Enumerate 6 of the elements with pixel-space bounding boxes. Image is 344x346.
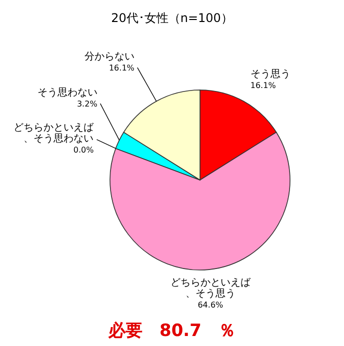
- chart-title: 20代･女性（n=100）: [111, 11, 233, 25]
- text: 必要 80.7 ％: [108, 321, 236, 341]
- slice-label: そう思わない: [37, 88, 98, 99]
- data-label: 16.1%: [108, 64, 135, 73]
- slice-label: 分からない: [84, 50, 134, 63]
- data-label: 3.2%: [76, 100, 98, 109]
